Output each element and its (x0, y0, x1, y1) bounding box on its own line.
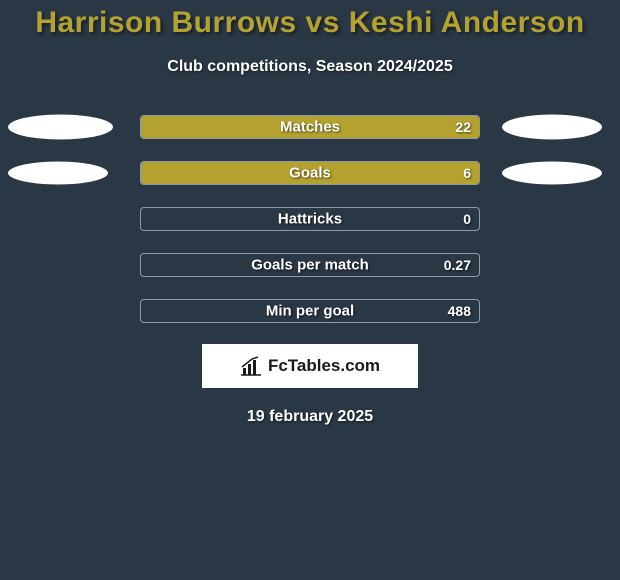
value-oval-left (8, 115, 113, 140)
stat-label: Matches (141, 119, 479, 136)
stat-value: 0 (463, 211, 471, 227)
stat-bar: Hattricks0 (140, 207, 480, 231)
stat-value: 0.27 (444, 257, 471, 273)
logo-box: FcTables.com (202, 344, 418, 388)
stat-value: 488 (448, 303, 471, 319)
stat-value: 6 (463, 165, 471, 181)
stat-bar: Matches22 (140, 115, 480, 139)
bar-chart-icon (240, 356, 262, 376)
stat-label: Goals per match (141, 257, 479, 274)
page-title: Harrison Burrows vs Keshi Anderson (0, 0, 620, 40)
value-oval-left (8, 162, 108, 185)
stats-area: Matches22 Goals6 Hattricks0 Goals per match… (0, 114, 620, 324)
stat-row: Goals per match0.27 (0, 252, 620, 278)
stat-label: Hattricks (141, 211, 479, 228)
stat-value: 22 (455, 119, 471, 135)
logo-text: FcTables.com (268, 356, 380, 376)
stat-bar: Goals per match0.27 (140, 253, 480, 277)
value-oval-right (502, 162, 602, 185)
subtitle: Club competitions, Season 2024/2025 (0, 58, 620, 76)
stat-row: Min per goal488 (0, 298, 620, 324)
stat-row: Hattricks0 (0, 206, 620, 232)
stat-bar: Goals6 (140, 161, 480, 185)
stat-label: Min per goal (141, 303, 479, 320)
stat-bar: Min per goal488 (140, 299, 480, 323)
stat-row: Matches22 (0, 114, 620, 140)
stat-row: Goals6 (0, 160, 620, 186)
date-label: 19 february 2025 (0, 408, 620, 426)
stat-label: Goals (141, 165, 479, 182)
value-oval-right (502, 115, 602, 140)
